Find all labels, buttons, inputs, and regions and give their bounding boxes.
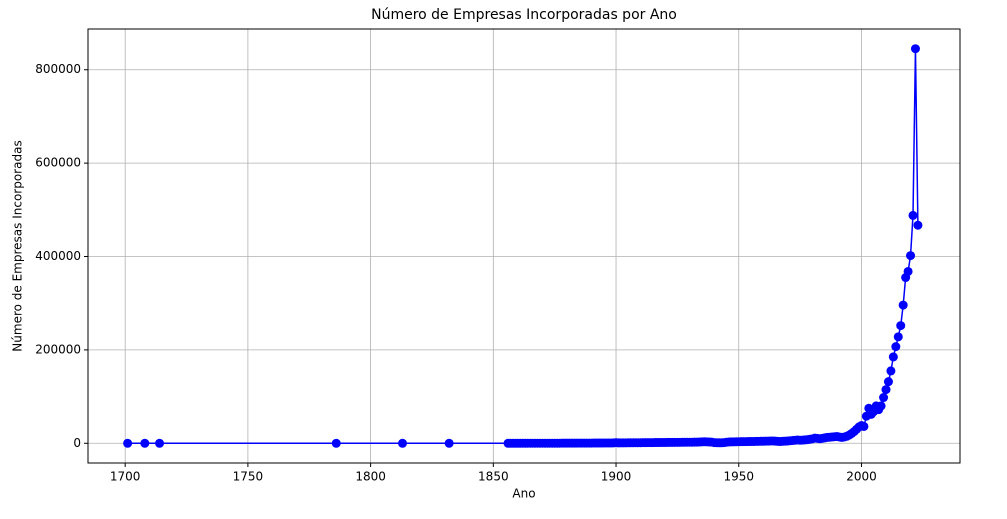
data-point	[140, 438, 150, 448]
data-point	[891, 342, 901, 352]
data-point	[910, 44, 920, 54]
data-point	[886, 366, 896, 376]
x-tick-label: 2000	[846, 470, 877, 484]
data-point	[908, 210, 918, 220]
y-tick-label: 400000	[35, 249, 81, 263]
data-point	[859, 421, 869, 431]
data-point	[898, 300, 908, 310]
data-point	[398, 438, 408, 448]
data-point	[155, 438, 165, 448]
data-point	[883, 377, 893, 387]
x-tick-label: 1800	[355, 470, 386, 484]
x-tick-label: 1850	[478, 470, 509, 484]
data-point	[906, 251, 916, 261]
data-point	[444, 438, 454, 448]
x-tick-label: 1900	[601, 470, 632, 484]
y-tick-label: 600000	[35, 156, 81, 170]
y-tick-label: 800000	[35, 62, 81, 76]
data-point	[903, 266, 913, 276]
data-point	[876, 401, 886, 411]
grid	[88, 29, 960, 463]
data-point	[888, 352, 898, 362]
y-axis-label: Número de Empresas Incorporadas	[11, 140, 25, 351]
data-point	[913, 220, 923, 230]
data-point	[331, 438, 341, 448]
x-tick-label: 1700	[110, 470, 141, 484]
chart-title: Número de Empresas Incorporadas por Ano	[371, 7, 677, 23]
x-tick-label: 1750	[233, 470, 264, 484]
axes-frame	[87, 28, 961, 464]
data-point	[881, 385, 891, 395]
x-tick-label: 1950	[723, 470, 754, 484]
data-point	[896, 321, 906, 331]
data-point	[879, 393, 889, 403]
data-point	[893, 332, 903, 342]
plot-area	[123, 44, 923, 448]
y-tick-label: 200000	[35, 342, 81, 356]
data-point	[123, 438, 133, 448]
y-tick-label: 0	[73, 436, 81, 450]
x-axis-label: Ano	[512, 487, 535, 501]
